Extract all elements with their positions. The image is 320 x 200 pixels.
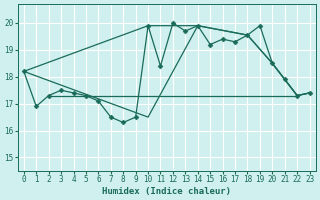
X-axis label: Humidex (Indice chaleur): Humidex (Indice chaleur)	[102, 187, 231, 196]
